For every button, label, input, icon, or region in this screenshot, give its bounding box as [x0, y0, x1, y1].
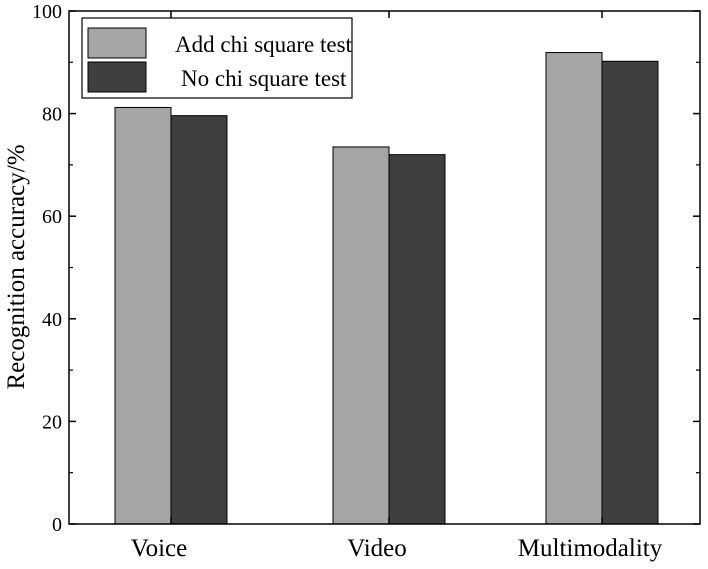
bar-multimodality-add-chi-square-test	[545, 52, 603, 525]
legend-swatch-add-chi-square-test	[87, 27, 147, 59]
x-tick-label-voice: Voice	[131, 535, 187, 562]
bars-layer	[114, 52, 659, 525]
y-tick-label-80: 80	[42, 104, 62, 126]
x-tick-label-multimodality: Multimodality	[518, 535, 663, 562]
legend-label-add-chi-square-test: Add chi square test	[175, 32, 353, 57]
legend-swatch-no-chi-square-test	[87, 61, 147, 93]
y-tick-label-0: 0	[52, 514, 62, 536]
bar-multimodality-no-chi-square-test	[601, 60, 659, 525]
bar-voice-add-chi-square-test	[114, 106, 172, 525]
bar-voice-no-chi-square-test	[170, 115, 228, 525]
y-tick-label-60: 60	[42, 206, 62, 228]
y-axis-title: Recognition accuracy/%	[3, 144, 30, 389]
y-tick-label-40: 40	[42, 309, 62, 331]
legend-label-no-chi-square-test: No chi square test	[181, 66, 347, 91]
legend: Add chi square test No chi square test	[81, 17, 353, 99]
x-tick-label-video: Video	[347, 535, 407, 562]
bar-video-no-chi-square-test	[388, 154, 446, 525]
y-tick-label-100: 100	[32, 1, 62, 23]
y-tick-label-20: 20	[42, 411, 62, 433]
bar-video-add-chi-square-test	[332, 146, 390, 525]
ticks-layer: 0 20 40 60 80 100 Voice Video Multimodality	[32, 1, 700, 562]
